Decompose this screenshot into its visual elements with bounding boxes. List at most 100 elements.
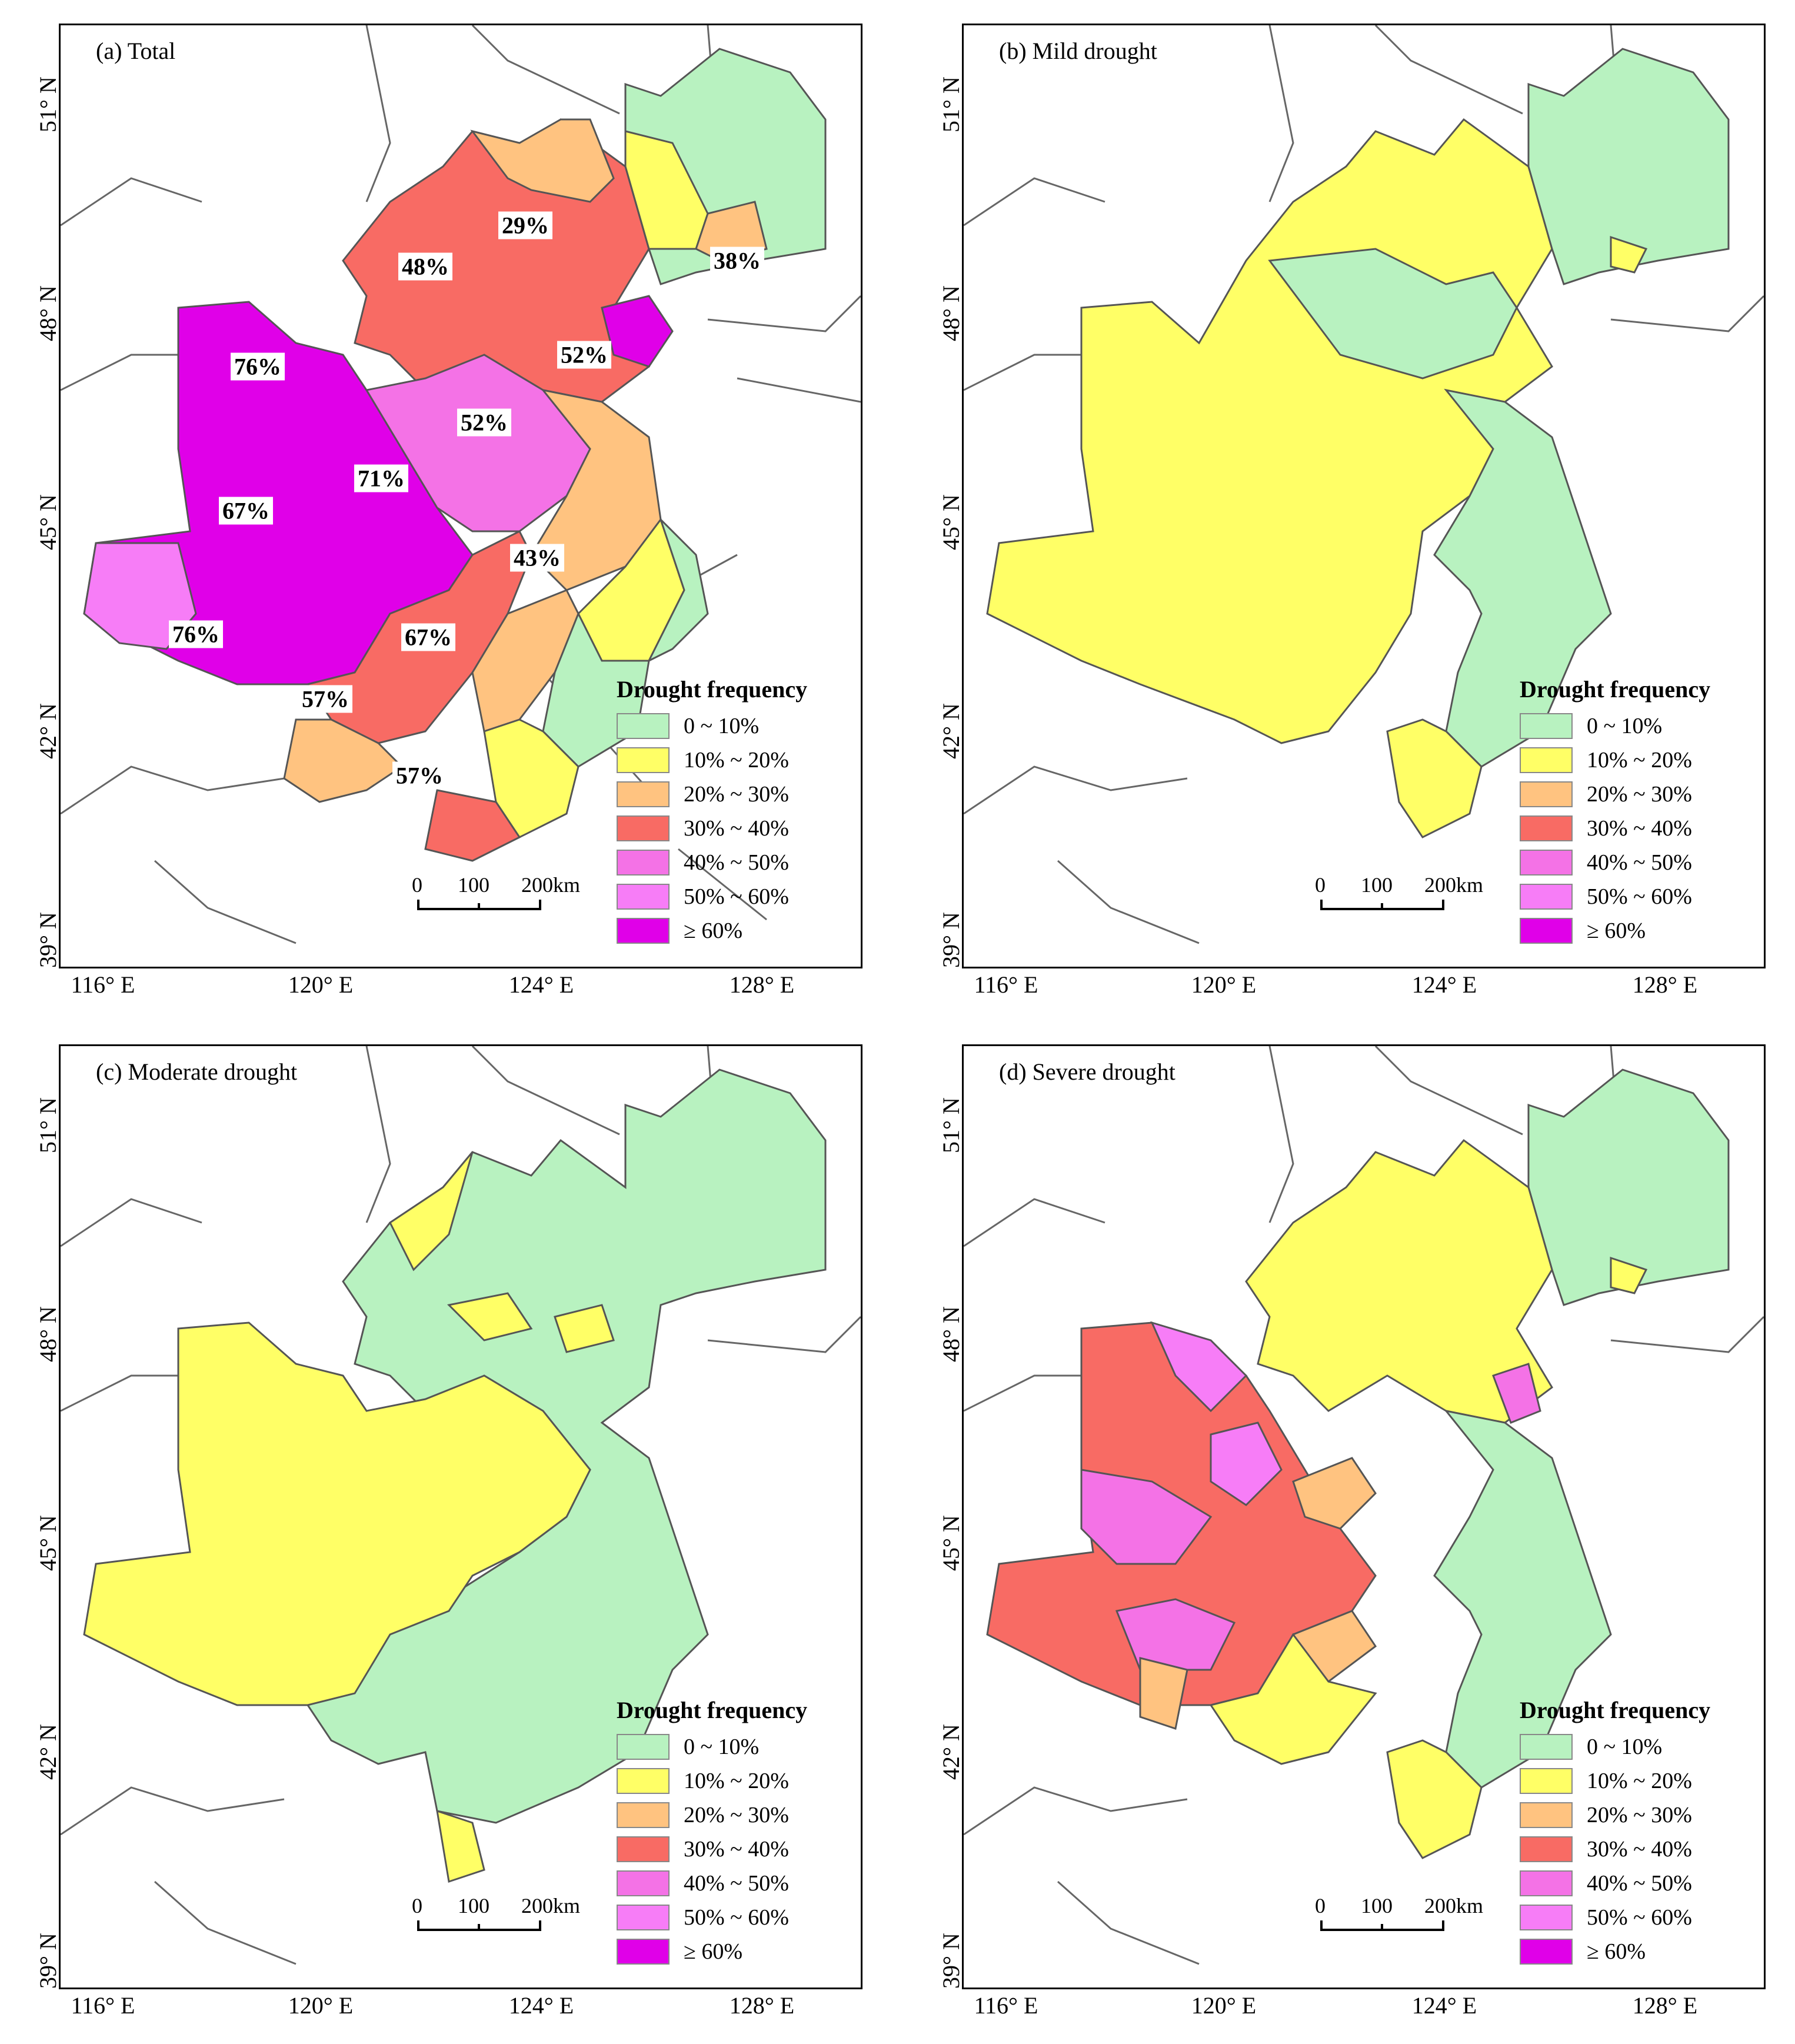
longitude-label: 128° E bbox=[729, 1992, 795, 2019]
legend-item: 50% ~ 60% bbox=[1520, 1900, 1710, 1935]
legend-swatch bbox=[617, 884, 670, 910]
legend-label: 40% ~ 50% bbox=[684, 1871, 789, 1896]
legend-label: 50% ~ 60% bbox=[684, 1905, 789, 1930]
region-percentage-label: 67% bbox=[401, 623, 455, 651]
legend-item: ≥ 60% bbox=[1520, 914, 1710, 948]
legend-label: 10% ~ 20% bbox=[1587, 1769, 1692, 1793]
legend-item: 20% ~ 30% bbox=[1520, 1798, 1710, 1832]
legend-label: 20% ~ 30% bbox=[684, 1803, 789, 1827]
legend-label: 50% ~ 60% bbox=[1587, 884, 1692, 909]
legend-swatch bbox=[1520, 1905, 1573, 1930]
region-percentage-label: 48% bbox=[398, 252, 452, 281]
latitude-label: 48° N bbox=[938, 285, 964, 341]
latitude-label: 45° N bbox=[35, 1515, 61, 1571]
latitude-label: 51° N bbox=[938, 1097, 964, 1153]
latitude-label: 48° N bbox=[35, 1306, 61, 1362]
map-frame: (c) Moderate drought Drought frequency 0… bbox=[59, 1044, 862, 1989]
legend-label: 50% ~ 60% bbox=[1587, 1905, 1692, 1930]
longitude-label: 116° E bbox=[71, 1992, 135, 2019]
map-svg bbox=[61, 25, 861, 944]
legend-swatch bbox=[1520, 884, 1573, 910]
scale-bar-labels: 0 100 200km bbox=[1315, 873, 1483, 898]
legend-item: 0 ~ 10% bbox=[1520, 709, 1710, 743]
region-percentage-label: 76% bbox=[169, 620, 223, 648]
scale-label: 100 bbox=[1361, 873, 1393, 897]
region-percentage-label: 52% bbox=[557, 341, 611, 369]
legend-swatch bbox=[617, 1836, 670, 1862]
region-percentage-label: 67% bbox=[219, 497, 273, 525]
scale-label: 0 bbox=[412, 1894, 422, 1918]
legend-swatch bbox=[617, 713, 670, 739]
legend-swatch bbox=[1520, 1802, 1573, 1828]
latitude-label: 48° N bbox=[938, 1306, 964, 1362]
longitude-label: 128° E bbox=[1632, 971, 1698, 998]
legend-item: 30% ~ 40% bbox=[617, 1832, 807, 1866]
legend-label: 40% ~ 50% bbox=[1587, 850, 1692, 875]
legend-title: Drought frequency bbox=[617, 676, 808, 703]
legend-swatch bbox=[617, 850, 670, 875]
longitude-label: 128° E bbox=[1632, 1992, 1698, 2019]
legend-title: Drought frequency bbox=[617, 1697, 808, 1723]
scale-label: 0 bbox=[1315, 1894, 1326, 1918]
legend-item: 10% ~ 20% bbox=[1520, 1764, 1710, 1798]
legend-swatch bbox=[617, 781, 670, 807]
legend-item: ≥ 60% bbox=[617, 1935, 807, 1969]
longitude-label: 120° E bbox=[288, 1992, 354, 2019]
latitude-label: 39° N bbox=[35, 912, 61, 968]
scale-bar-line bbox=[417, 1920, 541, 1931]
scale-label: 200km bbox=[521, 1894, 581, 1918]
latitude-label: 42° N bbox=[35, 703, 61, 759]
scale-label: 200km bbox=[1424, 873, 1484, 897]
legend-title: Drought frequency bbox=[1520, 1697, 1711, 1723]
map-frame: (d) Severe drought Drought frequency 0 ~… bbox=[962, 1044, 1766, 1989]
map-svg bbox=[61, 1046, 861, 1965]
legend: Drought frequency 0 ~ 10% 10% ~ 20% 20% … bbox=[1520, 675, 1710, 948]
scale-bar-line bbox=[1320, 900, 1444, 910]
legend-item: ≥ 60% bbox=[1520, 1935, 1710, 1969]
legend: Drought frequency 0 ~ 10% 10% ~ 20% 20% … bbox=[617, 1696, 807, 1969]
region-percentage-label: 57% bbox=[298, 685, 352, 713]
latitude-label: 45° N bbox=[938, 1515, 964, 1571]
scale-label: 100 bbox=[458, 1894, 489, 1918]
latitude-label: 42° N bbox=[938, 1724, 964, 1780]
scale-bar-labels: 0 100 200km bbox=[412, 873, 580, 898]
latitude-label: 45° N bbox=[938, 494, 964, 550]
latitude-label: 51° N bbox=[35, 1097, 61, 1153]
legend-label: ≥ 60% bbox=[1587, 1939, 1646, 1964]
longitude-label: 116° E bbox=[974, 971, 1038, 998]
legend-label: 30% ~ 40% bbox=[684, 816, 789, 841]
scale-bar: 0 100 200km bbox=[1315, 873, 1483, 916]
region-percentage-label: 57% bbox=[392, 761, 447, 790]
legend-label: 20% ~ 30% bbox=[1587, 1803, 1692, 1827]
legend-item: 20% ~ 30% bbox=[617, 777, 807, 811]
legend-swatch bbox=[1520, 1870, 1573, 1896]
legend-label: 0 ~ 10% bbox=[1587, 714, 1663, 738]
scale-bar-line bbox=[1320, 1920, 1444, 1931]
map-frame: (b) Mild drought Drought frequency 0 ~ 1… bbox=[962, 24, 1766, 968]
legend-item: 10% ~ 20% bbox=[617, 1764, 807, 1798]
panel-title: (b) Mild drought bbox=[999, 38, 1157, 64]
legend-item: 0 ~ 10% bbox=[1520, 1730, 1710, 1764]
region-percentage-label: 43% bbox=[510, 544, 564, 572]
region-shapes bbox=[986, 1068, 1730, 1859]
legend-item: 0 ~ 10% bbox=[617, 709, 807, 743]
legend-swatch bbox=[1520, 747, 1573, 773]
legend-item: 10% ~ 20% bbox=[617, 743, 807, 777]
scale-bar-line bbox=[417, 900, 541, 910]
longitude-label: 120° E bbox=[1191, 971, 1257, 998]
legend-swatch bbox=[1520, 781, 1573, 807]
legend-swatch bbox=[1520, 850, 1573, 875]
scale-label: 200km bbox=[1424, 1894, 1484, 1918]
legend-item: 40% ~ 50% bbox=[1520, 845, 1710, 880]
legend-item: 10% ~ 20% bbox=[1520, 743, 1710, 777]
legend-label: 30% ~ 40% bbox=[684, 1837, 789, 1862]
panel-title: (a) Total bbox=[96, 38, 176, 64]
scale-bar-labels: 0 100 200km bbox=[1315, 1893, 1483, 1919]
region-percentage-label: 52% bbox=[457, 408, 511, 437]
legend-label: 10% ~ 20% bbox=[684, 1769, 789, 1793]
legend-item: 0 ~ 10% bbox=[617, 1730, 807, 1764]
legend-swatch bbox=[1520, 1836, 1573, 1862]
scale-label: 0 bbox=[1315, 873, 1326, 897]
legend-item: 20% ~ 30% bbox=[617, 1798, 807, 1832]
legend-item: 30% ~ 40% bbox=[1520, 1832, 1710, 1866]
